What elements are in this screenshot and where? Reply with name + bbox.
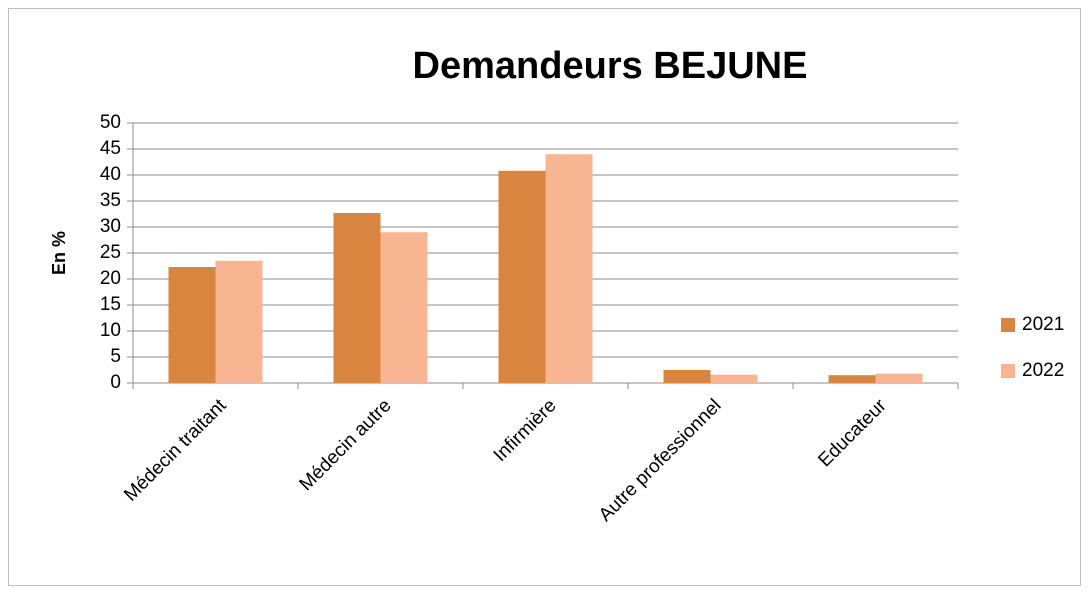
y-tick-label: 25 — [100, 242, 121, 263]
legend-swatch — [1001, 318, 1015, 332]
y-axis-label: En % — [49, 231, 69, 275]
bar — [828, 375, 876, 383]
legend-swatch — [1001, 364, 1015, 378]
y-tick-label: 35 — [100, 190, 121, 211]
bar — [663, 370, 711, 383]
y-tick-label: 0 — [110, 372, 121, 393]
y-tick-label: 20 — [100, 268, 121, 289]
legend-label: 2022 — [1022, 360, 1064, 381]
y-tick-label: 10 — [100, 320, 121, 341]
bar — [875, 373, 923, 383]
bar — [380, 232, 428, 383]
bar — [215, 260, 263, 383]
bar — [333, 212, 381, 383]
y-tick-label: 30 — [100, 216, 121, 237]
bar — [545, 154, 593, 383]
bar — [498, 170, 546, 383]
y-tick-label: 5 — [110, 346, 121, 367]
legend-label: 2021 — [1022, 314, 1064, 335]
y-tick-label: 40 — [100, 164, 121, 185]
y-tick-label: 15 — [100, 294, 121, 315]
y-tick-label: 50 — [100, 112, 121, 133]
chart-title: Demandeurs BEJUNE — [413, 45, 808, 87]
y-tick-label: 45 — [100, 138, 121, 159]
bar — [710, 374, 758, 383]
bar — [168, 267, 216, 383]
